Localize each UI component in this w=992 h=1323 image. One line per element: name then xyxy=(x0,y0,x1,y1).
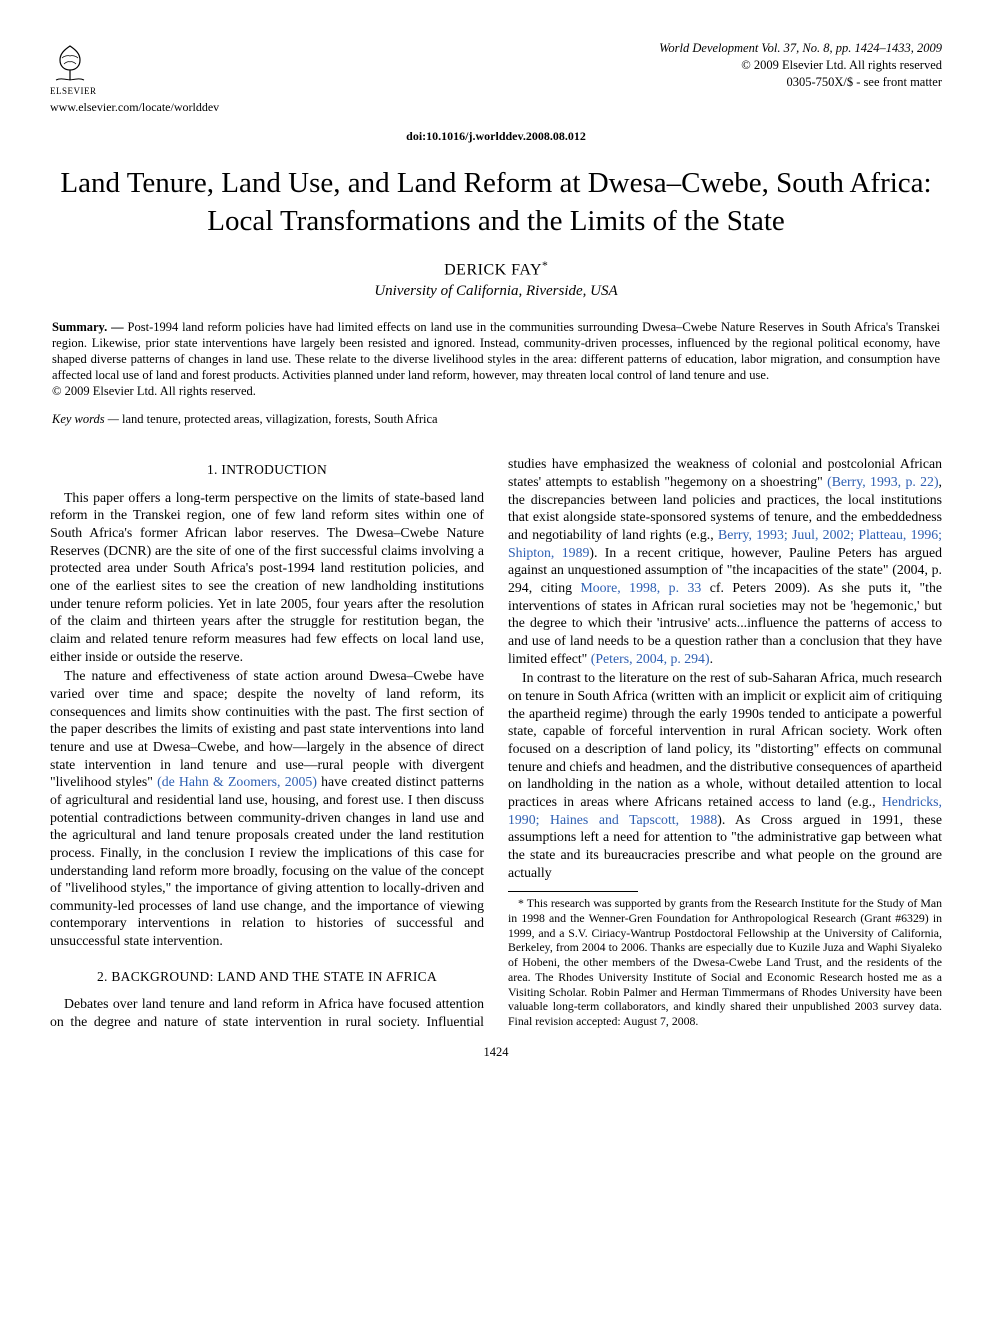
summary-block: Summary. — Post-1994 land reform policie… xyxy=(52,319,940,399)
citation-journal-line: World Development Vol. 37, No. 8, pp. 14… xyxy=(659,40,942,57)
article-title: Land Tenure, Land Use, and Land Reform a… xyxy=(50,165,942,240)
page-number: 1424 xyxy=(50,1044,942,1060)
summary-text: Post-1994 land reform policies have had … xyxy=(52,320,940,382)
keywords-line: Key words — land tenure, protected areas… xyxy=(52,411,940,427)
citation-block: World Development Vol. 37, No. 8, pp. 14… xyxy=(659,40,942,91)
summary-label: Summary. — xyxy=(52,320,128,334)
footnote-text: * This research was supported by grants … xyxy=(508,896,942,1029)
keywords-text: land tenure, protected areas, villagizat… xyxy=(122,412,438,426)
section-1-para-2: The nature and effectiveness of state ac… xyxy=(50,667,484,950)
publisher-block: ELSEVIER www.elsevier.com/locate/worldde… xyxy=(50,40,219,115)
doi-line[interactable]: doi:10.1016/j.worlddev.2008.08.012 xyxy=(50,129,942,145)
keywords-label: Key words — xyxy=(52,412,122,426)
summary-copyright: © 2009 Elsevier Ltd. All rights reserved… xyxy=(52,384,256,398)
header-row: ELSEVIER www.elsevier.com/locate/worldde… xyxy=(50,40,942,115)
author-name: DERICK FAY xyxy=(444,262,542,279)
elsevier-tree-icon xyxy=(50,40,90,84)
section-2-para-2: In contrast to the literature on the res… xyxy=(508,669,942,881)
section-2-heading: 2. BACKGROUND: LAND AND THE STATE IN AFR… xyxy=(50,968,484,985)
footnote-separator xyxy=(508,891,638,892)
citation-copyright-line: © 2009 Elsevier Ltd. All rights reserved xyxy=(659,57,942,74)
citation-link[interactable]: (Peters, 2004, p. 294) xyxy=(591,651,710,666)
author-footnote-marker: * xyxy=(542,259,548,272)
author-affiliation: University of California, Riverside, USA xyxy=(50,282,942,302)
footnote-block: * This research was supported by grants … xyxy=(508,891,942,1029)
citation-link[interactable]: Moore, 1998, p. 33 xyxy=(580,580,701,595)
journal-url[interactable]: www.elsevier.com/locate/worlddev xyxy=(50,100,219,116)
body-columns: 1. INTRODUCTION This paper offers a long… xyxy=(50,455,942,1030)
section-1-para-1: This paper offers a long-term perspectiv… xyxy=(50,489,484,666)
section-1-heading: 1. INTRODUCTION xyxy=(50,461,484,478)
citation-link[interactable]: (Berry, 1993, p. 22) xyxy=(827,474,938,489)
citation-link[interactable]: (de Hahn & Zoomers, 2005) xyxy=(157,774,317,789)
footnote-marker: * xyxy=(518,896,524,910)
author-block: DERICK FAY* University of California, Ri… xyxy=(50,258,942,301)
publisher-label: ELSEVIER xyxy=(50,86,97,98)
citation-issn-line: 0305-750X/$ - see front matter xyxy=(659,74,942,91)
